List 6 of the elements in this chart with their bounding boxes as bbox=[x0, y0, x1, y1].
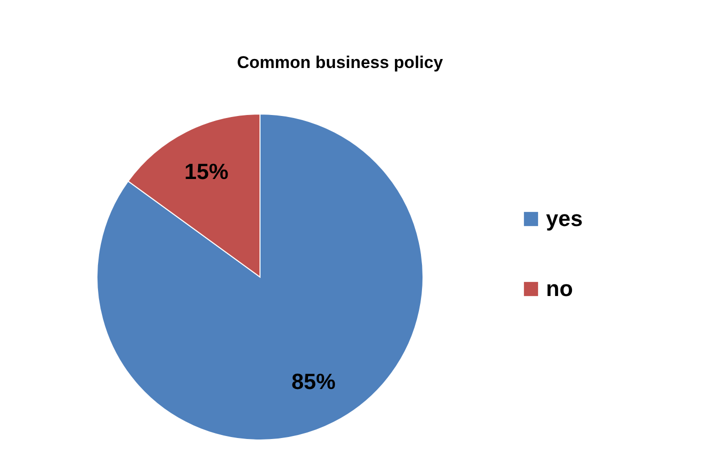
data-label: 15% bbox=[184, 158, 228, 184]
legend-label: yes bbox=[546, 206, 583, 231]
chart-title: Common business policy bbox=[237, 53, 444, 72]
pie-slice bbox=[96, 114, 424, 440]
data-label: 85% bbox=[292, 369, 336, 394]
legend-label: no bbox=[546, 276, 573, 301]
